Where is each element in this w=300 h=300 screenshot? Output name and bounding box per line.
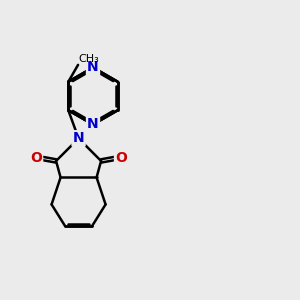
Text: O: O xyxy=(115,151,127,165)
Text: O: O xyxy=(30,151,42,165)
Text: N: N xyxy=(87,118,99,131)
Text: N: N xyxy=(87,61,99,74)
Text: CH₃: CH₃ xyxy=(79,54,99,64)
Text: N: N xyxy=(73,131,84,146)
